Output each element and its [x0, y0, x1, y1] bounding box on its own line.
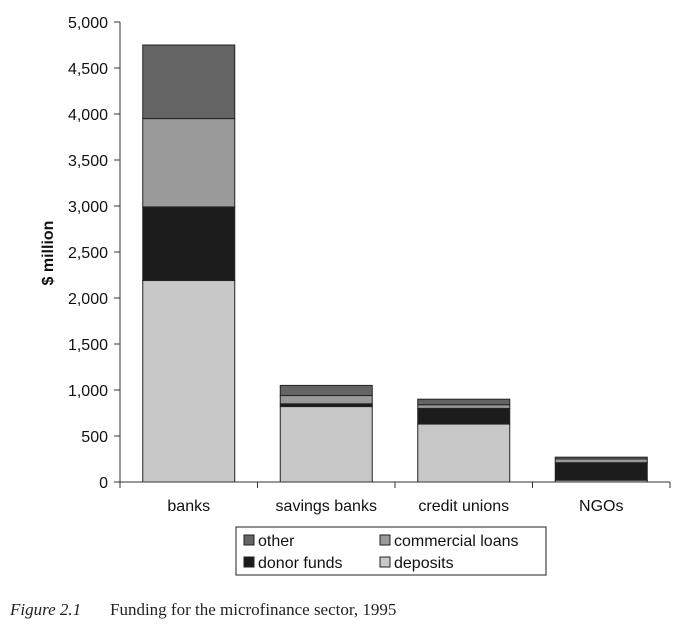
legend-swatch-donor-funds: [243, 556, 255, 568]
legend-swatch-other: [243, 534, 255, 546]
y-tick-label: 5,000: [68, 15, 108, 32]
y-axis: 0 500 1,000 1,500 2,000 2,500 3,000 3,500 4,000 4…: [68, 15, 121, 492]
x-tick-label: credit unions: [418, 498, 509, 515]
bar-segment-commercial-loans: [142, 118, 236, 208]
bar-segment-other: [417, 398, 511, 406]
y-tick-label: 2,000: [68, 291, 108, 308]
bar-segment-other: [142, 44, 236, 120]
y-tick-label: 1,000: [68, 383, 108, 400]
legend-swatch-commercial-loans: [379, 534, 391, 546]
legend-label: commercial loans: [394, 533, 518, 550]
bar-segment-deposits: [279, 406, 373, 483]
x-tick-label: savings banks: [276, 498, 377, 515]
caption-number: Figure 2.1: [9, 600, 81, 619]
y-tick-label: 4,500: [68, 61, 108, 78]
y-tick-label: 3,000: [68, 199, 108, 216]
bar-segment-donor-funds: [554, 462, 648, 481]
y-tick-label: 500: [81, 429, 108, 446]
x-tick-label: banks: [167, 498, 210, 515]
bars: [142, 44, 648, 483]
legend-box: [235, 526, 547, 576]
bar-segment-other: [554, 456, 648, 460]
bar-segment-other: [279, 384, 373, 397]
y-axis-title: $ million: [40, 221, 57, 286]
y-tick-label: 0: [99, 475, 108, 492]
bar-segment-deposits: [417, 423, 511, 483]
caption-text: Funding for the microfinance sector, 199…: [110, 600, 396, 619]
legend-label: donor funds: [258, 555, 343, 572]
bar-segment-donor-funds: [142, 206, 236, 282]
bar-segment-commercial-loans: [554, 458, 648, 464]
bar-segment-donor-funds: [417, 407, 511, 425]
legend-label: other: [258, 533, 295, 550]
bar-segment-deposits: [142, 280, 236, 483]
bar-segment-commercial-loans: [417, 404, 511, 409]
legend-swatch-deposits: [379, 556, 391, 568]
legend: other commercial loans donor funds deposits: [235, 526, 547, 576]
bar-segment-commercial-loans: [279, 395, 373, 405]
x-tick-label: NGOs: [579, 498, 623, 515]
legend-label: deposits: [394, 555, 454, 572]
y-tick-label: 2,500: [68, 245, 108, 262]
y-tick-label: 4,000: [68, 107, 108, 124]
figure-caption: Figure 2.1 Funding for the microfinance …: [9, 600, 396, 619]
y-tick-label: 3,500: [68, 153, 108, 170]
y-tick-label: 1,500: [68, 337, 108, 354]
x-axis: banks savings banks credit unions NGOs: [119, 481, 671, 515]
